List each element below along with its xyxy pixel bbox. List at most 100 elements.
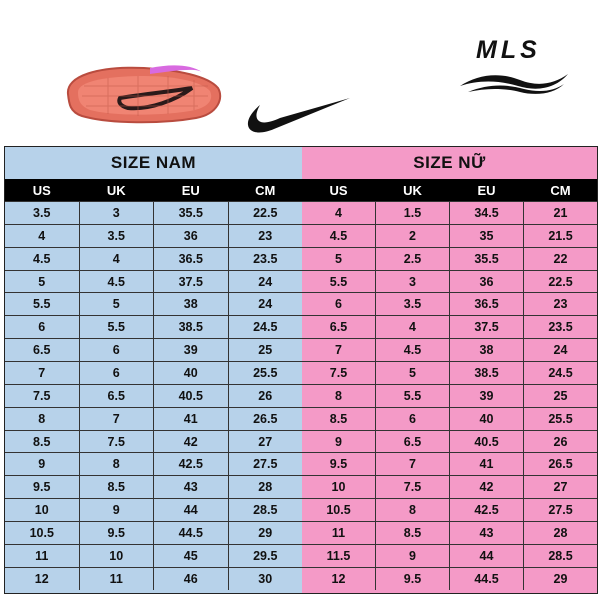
table-cell: 42.5 <box>450 499 524 522</box>
table-cell: 11 <box>5 544 80 567</box>
table-cell: 5.5 <box>80 316 154 339</box>
table-cell: 6 <box>80 339 154 362</box>
header-cm: CM <box>255 182 276 198</box>
table-cell: 25 <box>258 343 273 358</box>
table-row: 5 2.5 35.5 22 <box>302 246 597 270</box>
table-row: 8 7 41 26.5 <box>5 406 302 430</box>
table-cell: 38 <box>450 339 524 362</box>
table-row: 9.5 7 41 26.5 <box>302 452 597 476</box>
table-cell: 26 <box>258 388 273 403</box>
table-cell: 25.5 <box>548 411 573 426</box>
table-cell: 9.5 <box>80 522 154 544</box>
table-row: 9.5 8.5 43 28 <box>5 475 302 499</box>
table-cell: 5 <box>80 293 154 316</box>
table-row: 8.5 7.5 42 27 <box>5 429 302 453</box>
table-cell: 42.5 <box>154 453 229 476</box>
table-cell: 8.5 <box>376 522 450 544</box>
table-row: 12 11 46 30 <box>5 566 302 590</box>
table-row: 3.5 3 35.5 22.5 <box>5 201 302 224</box>
table-cell: 4.5 <box>376 339 450 362</box>
table-cell: 6 <box>5 316 80 339</box>
table-cell: 24 <box>553 343 568 358</box>
table-cell: 9.5 <box>302 453 376 476</box>
table-cell: 22 <box>553 251 568 266</box>
nike-swoosh-icon <box>247 98 350 133</box>
table-row: 6 3.5 36.5 23 <box>302 292 597 316</box>
men-size-section: SIZE NAM US UK EU CM 3.5 3 35.5 22.5 4 3.5 36 2… <box>5 147 302 593</box>
table-row: 4 3.5 36 23 <box>5 223 302 247</box>
table-cell: 5.5 <box>5 293 80 316</box>
men-header-row: US UK EU CM <box>5 179 302 201</box>
table-row: 10 9 44 28.5 <box>5 498 302 522</box>
table-cell: 3.5 <box>80 224 154 247</box>
table-row: 8.5 6 40 25.5 <box>302 406 597 430</box>
table-cell: 24 <box>258 274 273 289</box>
table-cell: 7.5 <box>302 362 376 384</box>
table-cell: 7 <box>376 453 450 476</box>
table-cell: 4 <box>80 247 154 270</box>
table-cell: 27.5 <box>253 457 278 472</box>
women-header-row: US UK EU CM <box>302 179 597 201</box>
table-cell: 7.5 <box>80 430 154 453</box>
table-cell: 8 <box>376 499 450 522</box>
table-cell: 34.5 <box>450 202 524 224</box>
table-cell: 5.5 <box>376 384 450 407</box>
header-cm: CM <box>550 182 571 198</box>
table-cell: 43 <box>154 476 229 499</box>
header-graphics: MLS <box>0 0 600 146</box>
table-row: 9 8 42.5 27.5 <box>5 452 302 476</box>
table-cell: 3.5 <box>5 202 80 224</box>
table-cell: 44 <box>450 544 524 567</box>
table-cell: 41 <box>154 407 229 430</box>
table-cell: 3 <box>376 270 450 293</box>
table-cell: 28.5 <box>548 548 573 563</box>
table-cell: 41 <box>450 453 524 476</box>
table-cell: 6.5 <box>80 384 154 407</box>
table-cell: 6 <box>376 407 450 430</box>
table-cell: 40.5 <box>450 430 524 453</box>
table-cell: 7 <box>5 362 80 384</box>
table-cell: 38 <box>154 293 229 316</box>
table-cell: 10.5 <box>302 499 376 522</box>
table-cell: 36 <box>450 270 524 293</box>
table-cell: 40 <box>154 362 229 384</box>
table-row: 12 9.5 44.5 29 <box>302 566 597 590</box>
table-cell: 12 <box>302 567 376 590</box>
table-cell: 7 <box>302 339 376 362</box>
table-cell: 8.5 <box>80 476 154 499</box>
table-cell: 36.5 <box>154 247 229 270</box>
table-cell: 9 <box>302 430 376 453</box>
table-row: 8 5.5 39 25 <box>302 383 597 407</box>
table-cell: 11.5 <box>302 544 376 567</box>
table-cell: 26 <box>553 434 568 449</box>
table-row: 9 6.5 40.5 26 <box>302 429 597 453</box>
table-cell: 4.5 <box>302 224 376 247</box>
table-cell: 42 <box>154 430 229 453</box>
table-cell: 45 <box>154 544 229 567</box>
table-cell: 7 <box>80 407 154 430</box>
table-cell: 3.5 <box>376 293 450 316</box>
table-cell: 39 <box>450 384 524 407</box>
table-cell: 5.5 <box>302 270 376 293</box>
table-cell: 25 <box>553 388 568 403</box>
table-cell: 4 <box>302 202 376 224</box>
table-cell: 9 <box>80 499 154 522</box>
table-cell: 24.5 <box>253 320 278 335</box>
table-cell: 38.5 <box>450 362 524 384</box>
table-cell: 37.5 <box>450 316 524 339</box>
table-row: 11.5 9 44 28.5 <box>302 543 597 567</box>
table-row: 7 4.5 38 24 <box>302 338 597 362</box>
table-cell: 28 <box>553 525 568 540</box>
table-cell: 23.5 <box>253 251 278 266</box>
table-row: 11 8.5 43 28 <box>302 521 597 544</box>
table-row: 6.5 4 37.5 23.5 <box>302 315 597 339</box>
table-cell: 5 <box>5 270 80 293</box>
table-cell: 6.5 <box>5 339 80 362</box>
table-cell: 44 <box>154 499 229 522</box>
table-cell: 27.5 <box>548 503 573 518</box>
table-cell: 24.5 <box>548 365 573 380</box>
table-cell: 9.5 <box>5 476 80 499</box>
table-row: 4 1.5 34.5 21 <box>302 201 597 224</box>
table-row: 4.5 4 36.5 23.5 <box>5 246 302 270</box>
table-row: 6.5 6 39 25 <box>5 338 302 362</box>
